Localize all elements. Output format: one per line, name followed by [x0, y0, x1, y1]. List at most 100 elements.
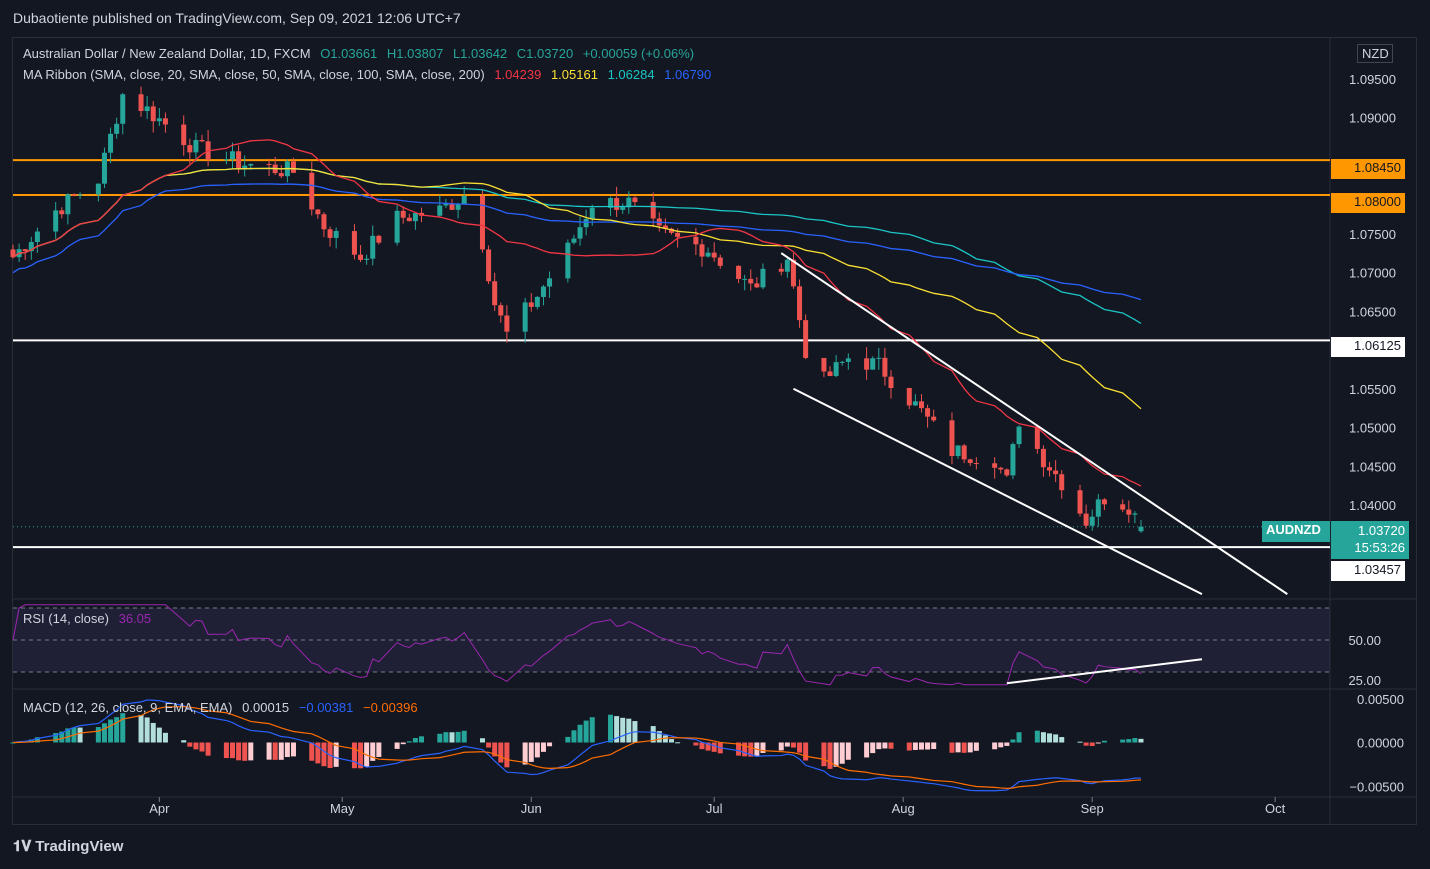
open-value: O1.03661 — [320, 46, 378, 61]
macd-hist-bar — [961, 742, 967, 753]
candle-body — [534, 296, 540, 307]
candle-body — [230, 151, 235, 160]
time-label-apr: Apr — [149, 801, 170, 816]
level-label-1: 1.08450 — [1331, 159, 1405, 179]
last-price: 1.03720 — [1358, 523, 1405, 538]
candle-body — [925, 408, 931, 417]
macd-hist-bar — [449, 732, 455, 743]
macd-hist-bar — [77, 727, 83, 743]
candle-body — [522, 302, 528, 332]
macd-hist-bar — [736, 742, 742, 756]
macd-hist-value: 0.00015 — [242, 700, 290, 715]
candle-body — [437, 205, 443, 216]
macd-hist-bar — [144, 717, 150, 743]
macd-hist-bar — [742, 742, 748, 757]
candle-body — [955, 445, 961, 456]
macd-hist-bar — [888, 742, 894, 749]
macd-hist-bar — [1120, 739, 1126, 743]
macd-hist-bar — [1089, 742, 1095, 746]
macd-hist-bar — [614, 716, 620, 743]
candle-body — [364, 258, 370, 260]
macd-hist-bar — [290, 742, 296, 757]
candle-body — [278, 173, 284, 177]
candle-body — [138, 94, 144, 112]
brand-label: TradingView — [35, 838, 124, 855]
candle-body — [565, 242, 571, 279]
candle-body — [394, 210, 400, 243]
symbol-legend: Australian Dollar / New Zealand Dollar, … — [23, 46, 694, 61]
macd-hist-bar — [181, 740, 187, 743]
candle-body — [1047, 467, 1053, 471]
time-label-may: May — [330, 801, 355, 816]
macd-hist-bar — [882, 742, 888, 749]
candle-body — [144, 106, 150, 112]
macd-hist-bar — [699, 742, 705, 750]
macd-hist-bar — [394, 742, 400, 749]
candle-body — [77, 194, 83, 196]
candle-body — [864, 358, 870, 370]
candle-body — [1138, 526, 1144, 532]
price-tick-label: 1.04000 — [1349, 498, 1396, 513]
macd-hist-bar — [309, 742, 315, 761]
macd-hist-bar — [790, 742, 796, 748]
candle-body — [486, 249, 492, 282]
candle-body — [461, 195, 467, 205]
candle-body — [1034, 426, 1040, 449]
price-tick-label: 1.07000 — [1349, 266, 1396, 281]
candle-body — [693, 236, 699, 245]
candle-body — [351, 231, 357, 255]
low-value: L1.03642 — [452, 46, 508, 61]
candle-body — [53, 210, 59, 232]
candle-body — [236, 151, 242, 169]
macd-hist-bar — [608, 714, 614, 743]
macd-hist-bar — [150, 722, 156, 743]
candle-body — [528, 302, 534, 307]
symbol-tag: AUDNZD — [1262, 521, 1330, 542]
candle-body — [187, 145, 193, 153]
macd-hist-bar — [278, 742, 284, 760]
macd-hist-bar — [10, 742, 16, 744]
macd-signal-line — [12, 706, 1142, 789]
candle-body — [845, 358, 851, 362]
macd-hist-bar — [437, 733, 443, 743]
candles — [10, 86, 1144, 533]
candle-body — [412, 212, 418, 222]
macd-hist-bar — [95, 727, 101, 743]
tradingview-logo[interactable]: 𝟏𝐕 TradingView — [13, 838, 123, 855]
candle-body — [675, 232, 681, 237]
macd-line — [12, 699, 1141, 792]
candle-body — [1101, 499, 1107, 505]
candle-body — [882, 357, 888, 377]
macd-hist-bar — [266, 742, 272, 760]
price-tick-label: 1.06500 — [1349, 304, 1396, 319]
ma50-value: 1.05161 — [550, 67, 598, 82]
macd-hist-bar — [626, 718, 632, 743]
macd-hist-bar — [1101, 740, 1107, 743]
macd-hist-bar — [108, 719, 114, 743]
candle-body — [790, 259, 796, 287]
candle-body — [95, 183, 101, 195]
ma-title: MA Ribbon (SMA, close, 20, SMA, close, 5… — [23, 67, 485, 82]
macd-hist-bar — [199, 742, 205, 752]
macd-hist-bar — [242, 742, 248, 761]
currency-button[interactable]: NZD — [1357, 44, 1393, 63]
publisher-line: Dubaotiente published on TradingView.com… — [13, 10, 461, 26]
macd-hist-bar — [479, 738, 485, 743]
candle-body — [1053, 470, 1059, 475]
high-value: H1.03807 — [386, 46, 444, 61]
macd-hist-bar — [1047, 733, 1053, 743]
macd-hist-bar — [248, 742, 254, 761]
macd-hist-bar — [486, 742, 492, 748]
bar-countdown: 15:53:26 — [1354, 540, 1405, 555]
candle-body — [931, 416, 937, 421]
candle-body — [321, 214, 327, 230]
candle-body — [669, 228, 674, 233]
macd-hist-bar — [1053, 734, 1059, 743]
macd-hist-bar — [650, 726, 656, 743]
macd-hist-bar — [315, 742, 321, 764]
ma100-line — [12, 167, 1142, 324]
candle-body — [992, 463, 998, 468]
candle-body — [803, 320, 809, 358]
candle-body — [608, 198, 614, 208]
